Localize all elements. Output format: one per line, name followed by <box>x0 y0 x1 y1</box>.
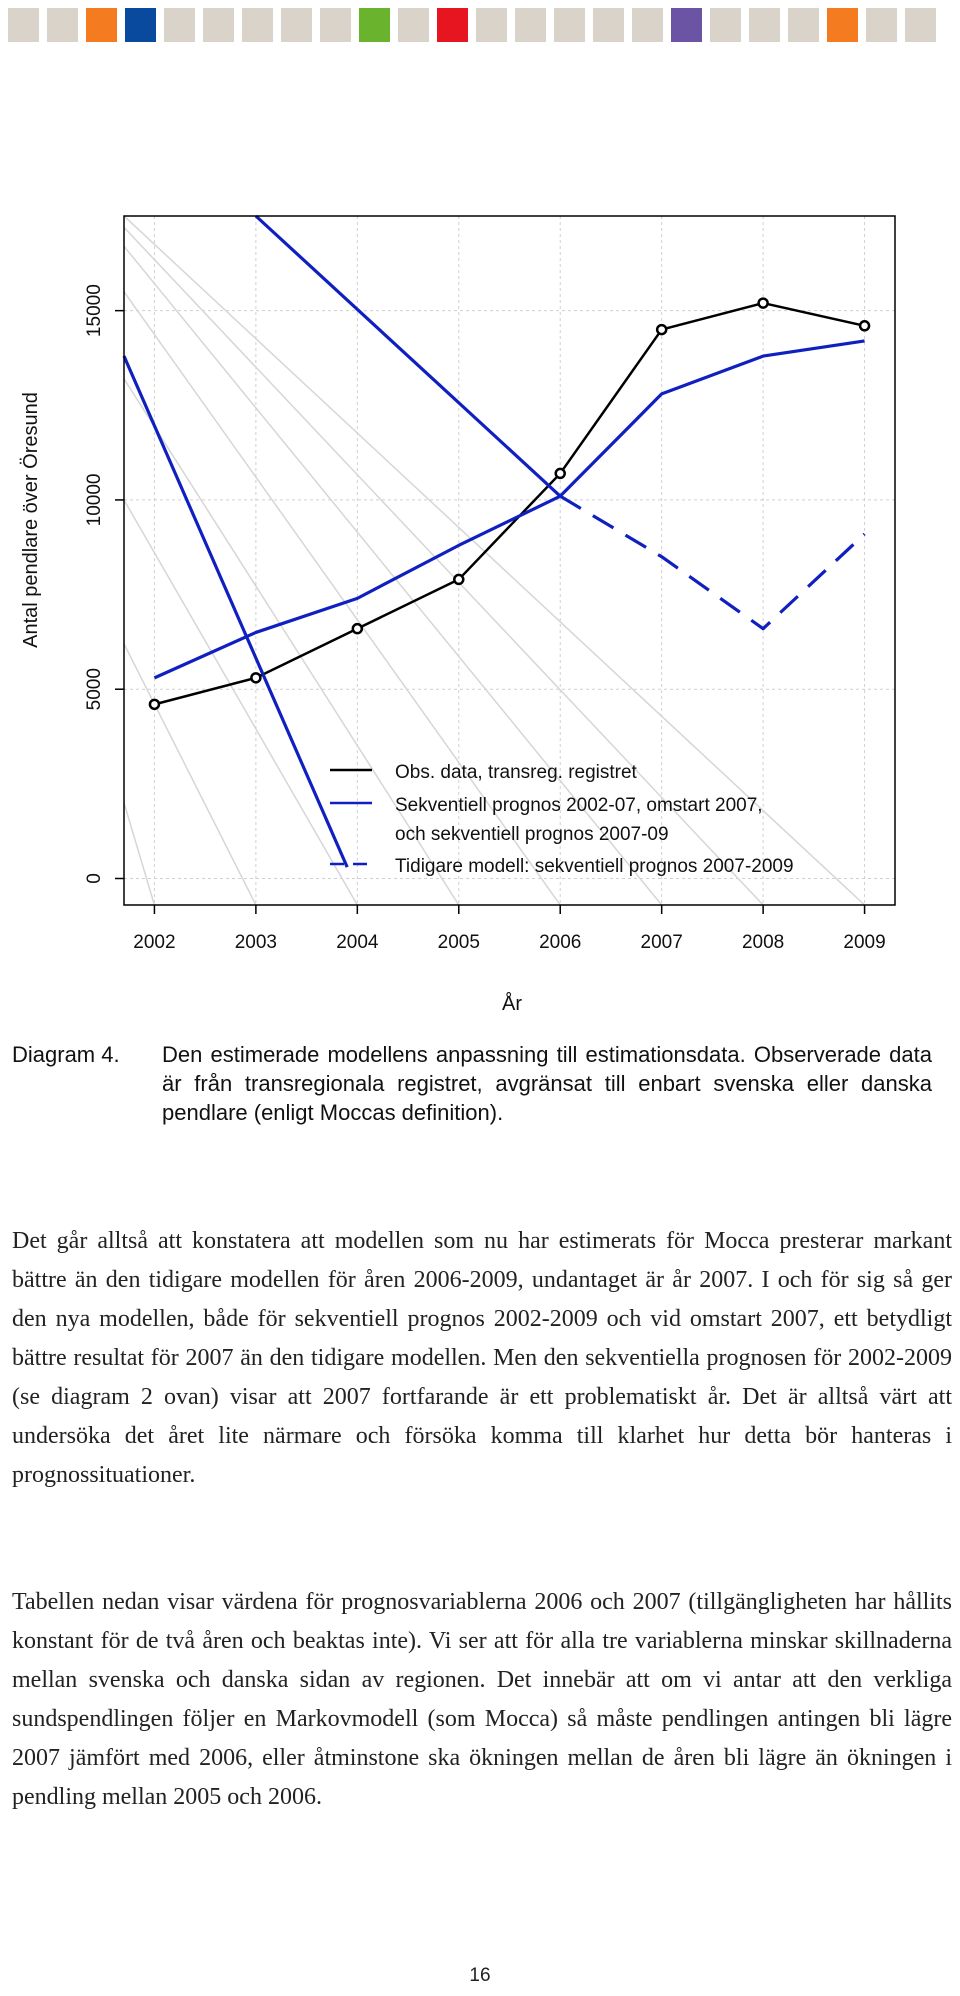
color-bar-segment <box>164 8 195 42</box>
color-bar-segment <box>671 8 702 42</box>
chart-series <box>122 214 871 868</box>
y-tick-label: 0 <box>84 873 105 884</box>
legend-label-obs: Obs. data, transreg. registret <box>395 762 638 783</box>
background-line <box>123 643 257 906</box>
series-line-3 <box>254 214 562 498</box>
color-bar-segment <box>8 8 39 42</box>
data-point <box>148 698 161 711</box>
data-point <box>655 323 668 336</box>
x-tick-label: 2008 <box>742 932 784 953</box>
page-number: 16 <box>469 1965 491 1986</box>
chart-legend: Obs. data, transreg. registret Sekventie… <box>330 762 794 877</box>
chart-grid <box>124 216 895 905</box>
background-line <box>123 245 663 906</box>
legend-label-earlier-model: Tidigare modell: sekventiell prognos 200… <box>395 856 794 877</box>
series-line-2 <box>559 494 866 631</box>
x-tick-label: 2009 <box>843 932 885 953</box>
body-paragraph-2: Tabellen nedan visar värdena för prognos… <box>12 1589 952 1810</box>
color-bar-segment <box>476 8 507 42</box>
chart: 2002 2003 2004 2005 2006 2007 2008 2009 0 5000 100… <box>20 214 896 1015</box>
x-tick-label: 2003 <box>235 932 277 953</box>
color-bar-segment <box>437 8 468 42</box>
body-paragraph-1: Det går alltså att konstatera att modell… <box>12 1228 952 1488</box>
figure-caption: Diagram 4. Den estimerade modellens anpa… <box>12 1040 932 1127</box>
color-bar-segment <box>827 8 858 42</box>
data-point <box>351 622 364 635</box>
background-line <box>123 215 866 906</box>
color-bar-segment <box>47 8 78 42</box>
x-tick-label: 2005 <box>438 932 480 953</box>
series-line-0 <box>154 301 865 706</box>
color-bar-segment <box>905 8 936 42</box>
legend-label-sequential: Sekventiell prognos 2002-07, omstart 200… <box>395 795 763 816</box>
color-bar-segment <box>398 8 429 42</box>
x-axis-label: År <box>502 992 522 1015</box>
chart-background-fan <box>123 215 866 906</box>
color-bar-segment <box>242 8 273 42</box>
data-point <box>250 672 262 684</box>
color-bar-segment <box>866 8 897 42</box>
color-bar-segment <box>593 8 624 42</box>
plot-frame <box>123 215 896 906</box>
x-tick-label: 2004 <box>336 932 379 953</box>
series-line-1 <box>153 339 865 680</box>
y-tick-label: 15000 <box>84 284 105 337</box>
color-bar-segment <box>710 8 741 42</box>
data-point <box>757 297 769 309</box>
color-bar-segment <box>203 8 234 42</box>
color-bar-segment <box>554 8 585 42</box>
color-bar-segment <box>86 8 117 42</box>
x-tick-label: 2002 <box>133 932 175 953</box>
background-line <box>123 499 358 906</box>
header-color-bar <box>8 8 944 42</box>
y-axis-label: Antal pendlare över Öresund <box>20 392 42 648</box>
x-tick-label: 2006 <box>539 932 581 953</box>
color-bar-segment <box>788 8 819 42</box>
color-bar-segment <box>125 8 156 42</box>
background-line <box>123 378 460 906</box>
data-point <box>858 320 871 332</box>
x-tick-label: 2007 <box>641 932 683 953</box>
color-bar-segment <box>320 8 351 42</box>
y-tick-label: 10000 <box>84 474 105 527</box>
color-bar-segment <box>515 8 546 42</box>
caption-text: Den estimerade modellens anpassning till… <box>162 1042 932 1125</box>
background-line <box>123 802 156 906</box>
color-bar-segment <box>632 8 663 42</box>
data-point <box>453 573 465 586</box>
color-bar-segment <box>359 8 390 42</box>
color-bar-segment <box>749 8 780 42</box>
series-line-4 <box>122 355 349 868</box>
chart-axes: 2002 2003 2004 2005 2006 2007 2008 2009 0 5000 100… <box>84 284 886 953</box>
legend-label-sequential-line2: och sekventiell prognos 2007-09 <box>395 824 669 845</box>
y-tick-label: 5000 <box>84 668 105 710</box>
color-bar-segment <box>281 8 312 42</box>
caption-label: Diagram 4. <box>12 1042 120 1067</box>
background-line <box>123 291 561 906</box>
background-line <box>123 226 764 906</box>
data-point <box>554 467 566 480</box>
